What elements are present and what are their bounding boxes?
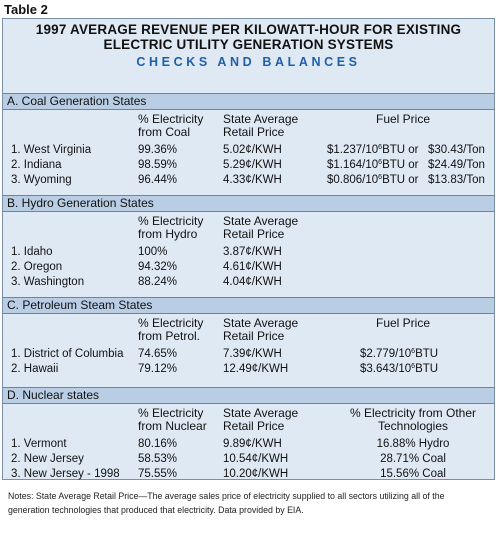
title-line-1: 1997 AVERAGE REVENUE PER KILOWATT-HOUR F… <box>35 22 462 37</box>
section-nuclear: D. Nuclear states % Electricity from Nucl… <box>3 387 494 480</box>
col-header-pct: % Electricity from Hydro <box>138 214 204 241</box>
section-petroleum: C. Petroleum Steam States % Electricity f… <box>3 297 494 387</box>
notes-line-1: Notes: State Average Retail Price—The av… <box>8 491 445 501</box>
col-header-fuel: Fuel Price <box>376 112 431 126</box>
table-notes: Notes: State Average Retail Price—The av… <box>8 489 493 517</box>
col-header-price: State Average Retail Price <box>223 406 299 433</box>
col-header-other: % Electricity from Other Technologies <box>349 406 477 433</box>
section-heading: A. Coal Generation States <box>3 93 494 110</box>
notes-line-2: generation technologies that produced th… <box>8 505 304 515</box>
table-label: Table 2 <box>4 2 48 17</box>
col-header-price: State Average Retail Price <box>223 112 299 139</box>
col-header-pct: % Electricity from Nuclear <box>138 406 207 433</box>
table-frame: 1997 AVERAGE REVENUE PER KILOWATT-HOUR F… <box>2 18 495 480</box>
col-header-pct: % Electricity from Coal <box>138 112 204 139</box>
table-subtitle: CHECKS AND BALANCES <box>136 55 361 69</box>
title-line-2: ELECTRIC UTILITY GENERATION SYSTEMS <box>103 37 394 52</box>
section-hydro: B. Hydro Generation States % Electricity… <box>3 195 494 295</box>
col-header-price: State Average Retail Price <box>223 316 299 343</box>
table-title: 1997 AVERAGE REVENUE PER KILOWATT-HOUR F… <box>3 22 494 52</box>
col-header-pct: % Electricity from Petrol. <box>138 316 204 343</box>
section-heading: D. Nuclear states <box>3 387 494 404</box>
section-heading: B. Hydro Generation States <box>3 195 494 212</box>
col-header-price: State Average Retail Price <box>223 214 299 241</box>
section-coal: A. Coal Generation States % Electricity f… <box>3 93 494 193</box>
section-heading: C. Petroleum Steam States <box>3 297 494 314</box>
col-header-fuel: Fuel Price <box>376 316 431 330</box>
